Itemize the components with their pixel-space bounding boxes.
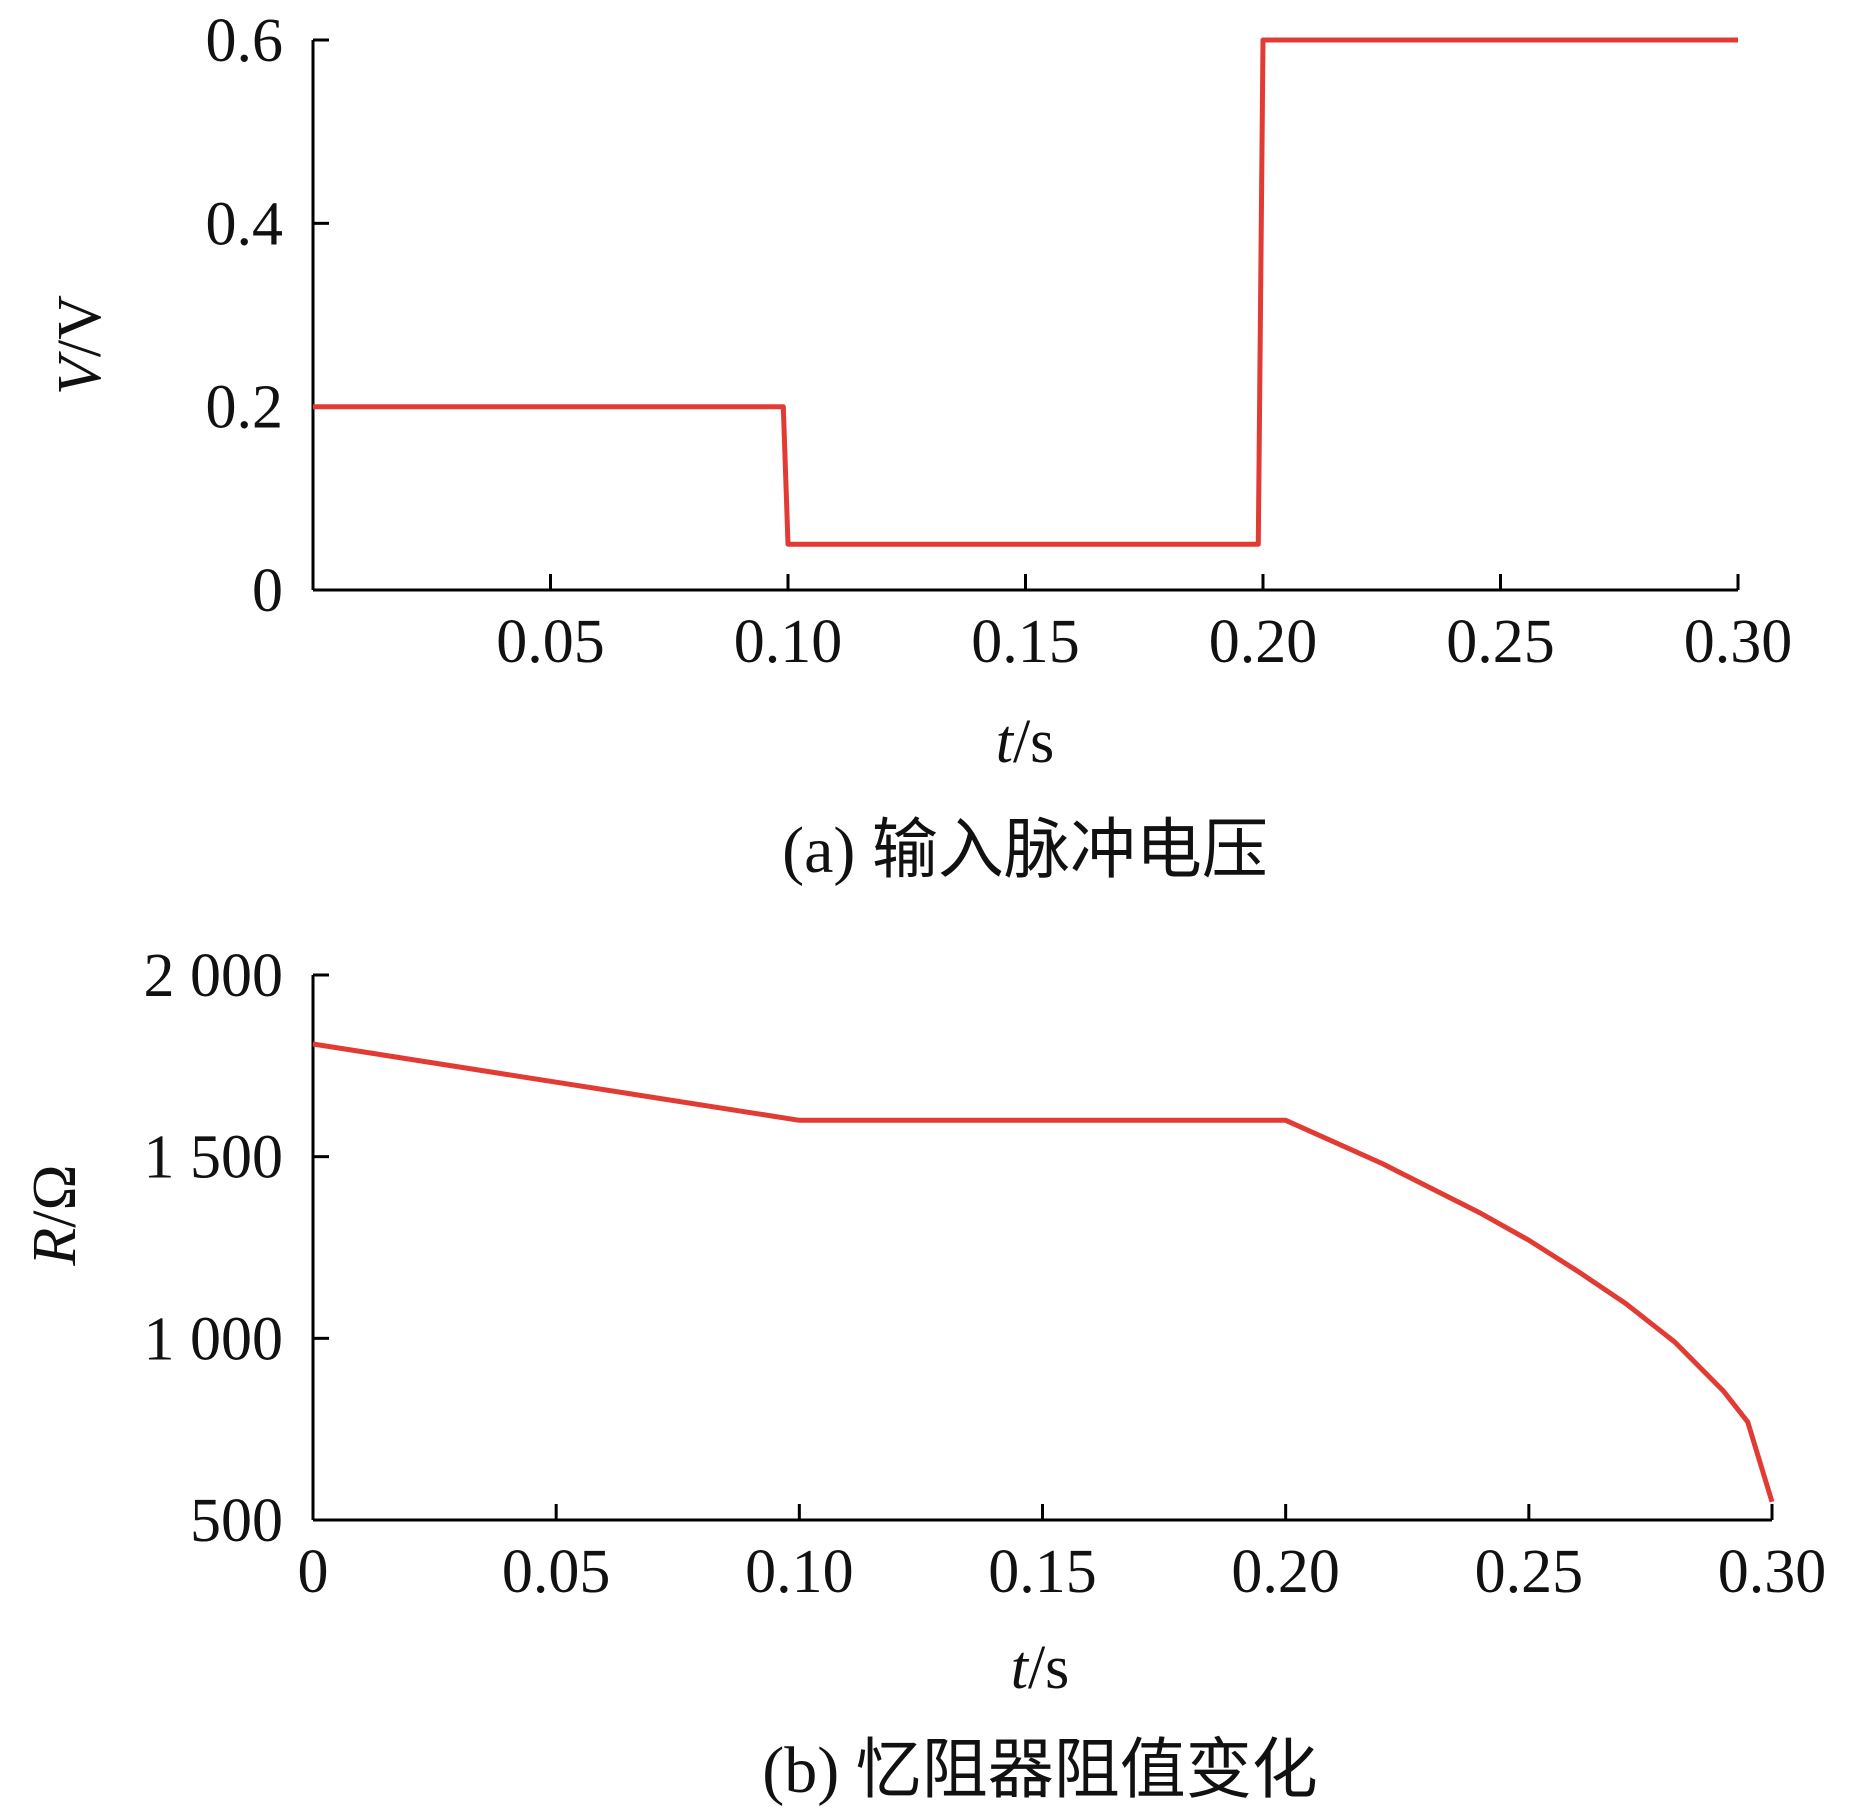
panel-b-series-line [312,1041,1775,1503]
panel-b-x-tick-label: 0.05 [502,1538,611,1606]
panel-a-y-ticks: 0 0.2 0.4 0.6 [206,7,329,625]
panel-a-x-axis-label: t/s [996,708,1055,776]
panel-a-y-tick-label: 0 [252,557,283,625]
panel-a-y-tick-label: 0.6 [206,7,284,75]
panel-b-caption: (b) 忆阻器阻值变化 [762,1734,1317,1807]
panel-b-x-tick-label: 0.25 [1475,1538,1584,1606]
panel-a-y-tick-label: 0.2 [206,374,284,442]
panel-a-x-tick-label: 0.20 [1209,608,1318,676]
panel-a-x-tick-label: 0.10 [734,608,843,676]
panel-b-y-tick-label: 1 500 [144,1124,284,1192]
panel-b-y-tick-label: 1 000 [144,1305,284,1373]
panel-b-x-axis-label: t/s [1011,1634,1070,1702]
panel-b-y-ticks: 500 1 000 1 500 2 000 [144,942,329,1555]
panel-a-y-tick-label: 0.4 [206,190,284,258]
panel-a-x-tick-label: 0.30 [1684,608,1793,676]
panel-a-series-line [313,37,1738,547]
panel-b-y-tick-label: 500 [190,1487,283,1555]
panel-a-x-tick-label: 0.15 [971,608,1080,676]
panel-a-x-tick-label: 0.25 [1446,608,1555,676]
panel-b-y-axis-label: R/Ω [21,1164,89,1266]
panel-b-x-tick-label: 0.30 [1718,1538,1827,1606]
panel-b-x-ticks: 0 0.05 0.10 0.15 0.20 0.25 0.30 [298,1504,1827,1606]
panel-a-x-tick-label: 0.05 [496,608,605,676]
panel-b-x-tick-label: 0.10 [745,1538,854,1606]
panel-b-resistance-chart: 500 1 000 1 500 2 000 0 0.05 0.10 0.15 0.20 0.25… [21,942,1826,1807]
panel-b-x-tick-label: 0 [298,1538,329,1606]
panel-a-caption: (a) 输入脉冲电压 [782,814,1268,887]
panel-b-y-tick-label: 2 000 [144,942,284,1010]
panel-a-x-ticks: 0.05 0.10 0.15 0.20 0.25 0.30 [496,574,1792,676]
panel-b-x-tick-label: 0.15 [988,1538,1097,1606]
panel-a-y-axis-label: V/V [46,295,114,395]
panel-b-x-tick-label: 0.20 [1231,1538,1340,1606]
panel-a-voltage-chart: 00.20.40.6 0.05 0.10 0.15 0.20 0.25 0.30 t/s … [46,7,1792,887]
